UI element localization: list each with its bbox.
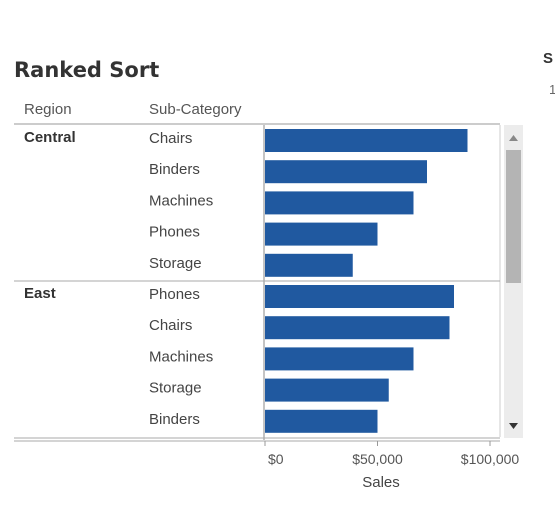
sub-category-label[interactable]: Machines <box>149 348 213 365</box>
chart-title: Ranked Sort <box>14 58 160 82</box>
sales-bar[interactable] <box>265 191 414 215</box>
scroll-up-arrow-icon[interactable] <box>509 135 518 141</box>
x-tick-label: $100,000 <box>461 451 520 467</box>
sub-category-label[interactable]: Storage <box>149 380 202 397</box>
region-label-east[interactable]: East <box>24 285 56 302</box>
sales-bar[interactable] <box>265 285 454 308</box>
scroll-down-arrow-icon[interactable] <box>509 423 518 429</box>
x-axis-title: Sales <box>362 474 400 491</box>
sales-bar[interactable] <box>265 129 468 152</box>
sub-category-label[interactable]: Binders <box>149 161 200 178</box>
sub-category-column-header[interactable]: Sub-Category <box>149 101 242 118</box>
sub-category-label[interactable]: Machines <box>149 192 213 209</box>
sub-category-label[interactable]: Storage <box>149 255 202 272</box>
sales-bar[interactable] <box>265 347 414 371</box>
sub-category-label[interactable]: Phones <box>149 286 200 303</box>
sub-category-label[interactable]: Binders <box>149 411 200 428</box>
sub-category-label[interactable]: Phones <box>149 224 200 241</box>
sales-bar[interactable] <box>265 160 427 184</box>
sub-category-label[interactable]: Chairs <box>149 130 192 147</box>
sales-bar[interactable] <box>265 222 378 246</box>
x-tick-label: $0 <box>268 451 284 467</box>
sales-bar[interactable] <box>265 253 353 277</box>
region-column-header[interactable]: Region <box>24 101 72 118</box>
scrollbar-thumb[interactable] <box>506 150 521 283</box>
adjacent-panel-text: 1 <box>549 82 555 97</box>
adjacent-panel-heading: S <box>543 50 554 67</box>
sales-bar[interactable] <box>265 316 450 340</box>
sales-bar[interactable] <box>265 409 378 433</box>
sales-bar[interactable] <box>265 378 389 402</box>
sub-category-label[interactable]: Chairs <box>149 317 192 334</box>
x-tick-label: $50,000 <box>352 451 403 467</box>
region-label-central[interactable]: Central <box>24 129 76 146</box>
